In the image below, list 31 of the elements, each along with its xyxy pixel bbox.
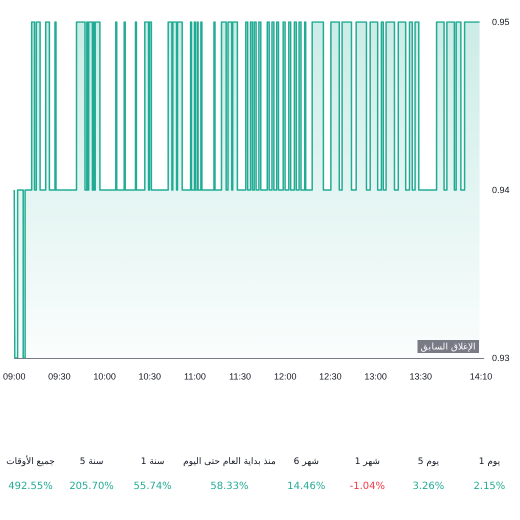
x-tick-label: 10:00 xyxy=(93,372,116,382)
category-label: 1 شهر xyxy=(354,456,380,466)
x-tick-label: 09:00 xyxy=(2,372,26,382)
x-tick-label: 11:00 xyxy=(184,372,206,382)
y-tick-label: 0.95 xyxy=(492,17,510,27)
x-tick-label: 10:30 xyxy=(138,372,162,382)
category-label: 5 يوم xyxy=(418,456,440,466)
x-tick-label: 14:10 xyxy=(470,372,492,382)
data-label: 492.55% xyxy=(8,480,53,492)
x-tick-label: 11:30 xyxy=(229,372,252,382)
category-label: 1 سنة xyxy=(140,456,164,466)
data-label: 205.70% xyxy=(69,480,114,492)
y-tick-label: 0.93 xyxy=(492,353,510,363)
data-label: -1.04% xyxy=(350,480,386,492)
ref-line-label: الإغلاق السابق xyxy=(420,342,476,352)
y-tick-label: 0.94 xyxy=(492,185,510,195)
x-tick-label: 13:00 xyxy=(364,372,387,382)
category-label: جميع الأوقات xyxy=(6,456,55,466)
x-tick-label: 12:30 xyxy=(319,372,342,382)
x-tick-label: 12:00 xyxy=(274,372,297,382)
category-label: 5 سنة xyxy=(80,456,104,466)
category-label: منذ بداية العام حتى اليوم xyxy=(183,456,276,466)
x-tick-label: 09:30 xyxy=(48,372,71,382)
data-label: 3.26% xyxy=(412,480,444,492)
category-label: 6 شهر xyxy=(294,456,319,466)
data-label: 2.15% xyxy=(474,480,506,492)
x-tick-label: 13:30 xyxy=(410,372,432,382)
data-label: 14.46% xyxy=(287,480,326,492)
data-label: 55.74% xyxy=(134,480,172,492)
category-label: 1 يوم xyxy=(478,456,500,466)
data-label: 58.33% xyxy=(210,480,249,492)
